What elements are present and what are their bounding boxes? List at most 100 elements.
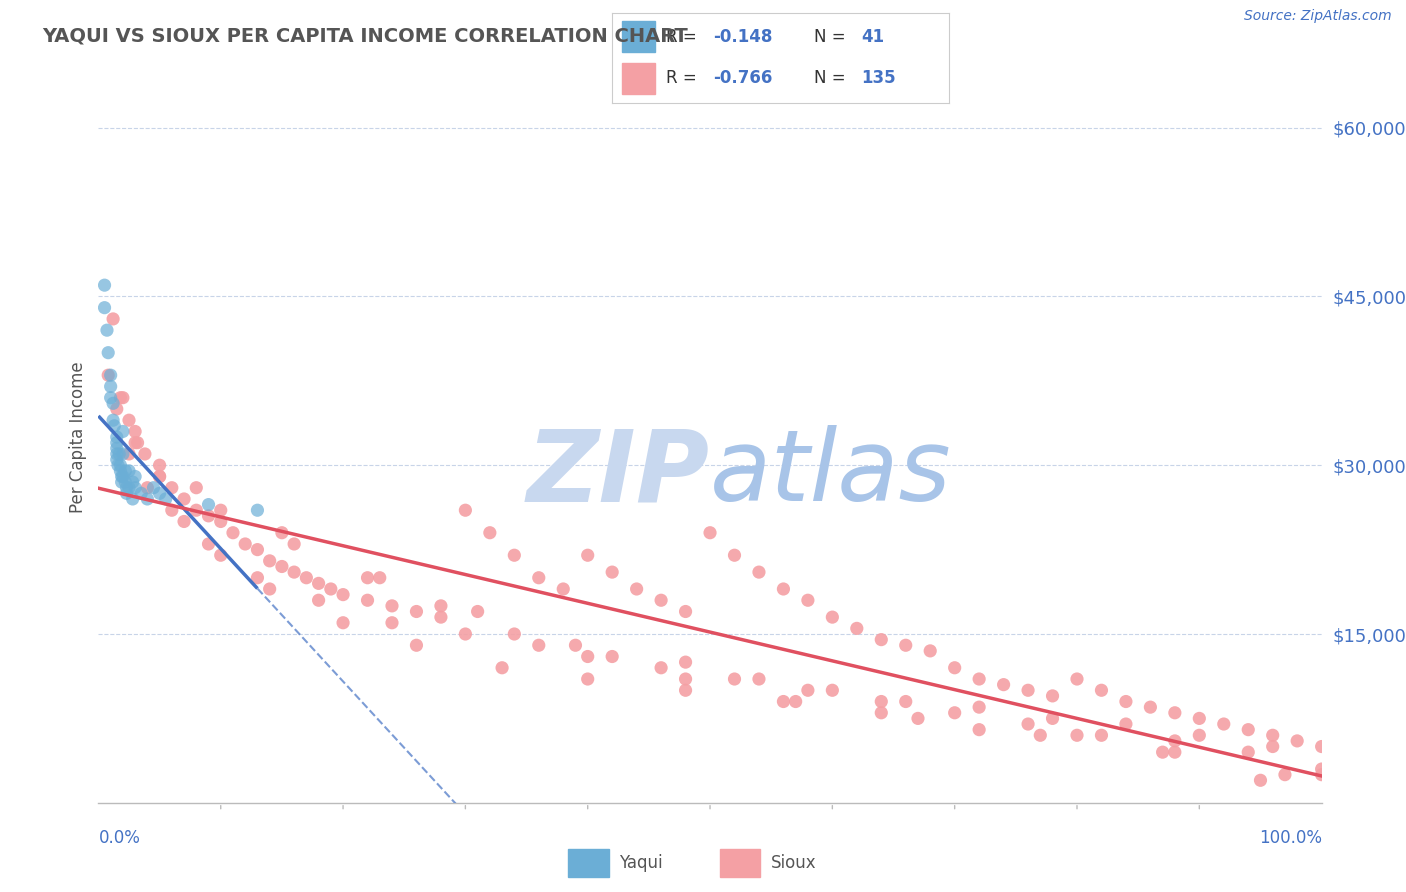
- Point: [197, 537, 219, 551]
- Point: [114, 475, 136, 489]
- Text: N =: N =: [814, 70, 851, 87]
- Point: [111, 391, 134, 405]
- Point: [650, 593, 672, 607]
- Y-axis label: Per Capita Income: Per Capita Income: [69, 361, 87, 513]
- Point: [785, 694, 807, 708]
- Point: [259, 554, 281, 568]
- Point: [503, 548, 526, 562]
- Point: [845, 621, 868, 635]
- Point: [993, 678, 1015, 692]
- Point: [246, 571, 269, 585]
- Point: [1212, 717, 1234, 731]
- Point: [699, 525, 721, 540]
- Point: [283, 537, 305, 551]
- Point: [160, 481, 183, 495]
- Point: [111, 475, 134, 489]
- Point: [111, 425, 134, 439]
- Point: [111, 447, 134, 461]
- Point: [105, 430, 128, 444]
- Point: [527, 638, 550, 652]
- Point: [197, 498, 219, 512]
- Point: [1029, 728, 1052, 742]
- Point: [454, 503, 477, 517]
- Point: [870, 694, 893, 708]
- Point: [1274, 767, 1296, 781]
- Point: [308, 576, 330, 591]
- Point: [1164, 745, 1187, 759]
- Point: [101, 312, 124, 326]
- Point: [155, 491, 177, 506]
- Point: [136, 491, 159, 506]
- Point: [1188, 711, 1211, 725]
- Point: [246, 542, 269, 557]
- Point: [1042, 689, 1064, 703]
- Point: [124, 481, 146, 495]
- Point: [894, 694, 917, 708]
- Point: [576, 672, 599, 686]
- Point: [127, 435, 149, 450]
- Point: [1310, 762, 1333, 776]
- Point: [100, 391, 122, 405]
- Text: atlas: atlas: [710, 425, 952, 522]
- Text: Source: ZipAtlas.com: Source: ZipAtlas.com: [1244, 9, 1392, 23]
- Point: [381, 599, 404, 613]
- Point: [332, 588, 354, 602]
- Point: [105, 401, 128, 416]
- Point: [197, 508, 219, 523]
- Point: [100, 379, 122, 393]
- Point: [97, 368, 120, 383]
- Point: [356, 571, 378, 585]
- Point: [93, 278, 115, 293]
- Text: 135: 135: [862, 70, 896, 87]
- Point: [772, 694, 794, 708]
- Point: [1115, 717, 1137, 731]
- Point: [103, 418, 125, 433]
- Point: [186, 503, 208, 517]
- Point: [209, 515, 232, 529]
- Point: [319, 582, 342, 596]
- Point: [1017, 717, 1039, 731]
- Point: [173, 515, 195, 529]
- Point: [503, 627, 526, 641]
- Text: R =: R =: [665, 28, 702, 45]
- Point: [576, 649, 599, 664]
- Text: -0.148: -0.148: [713, 28, 772, 45]
- Point: [1066, 728, 1088, 742]
- Point: [1237, 745, 1260, 759]
- Point: [723, 548, 745, 562]
- Point: [149, 469, 172, 483]
- Point: [107, 458, 129, 473]
- Point: [111, 469, 134, 483]
- Point: [295, 571, 318, 585]
- Text: ZIP: ZIP: [527, 425, 710, 522]
- Point: [405, 605, 427, 619]
- Point: [105, 447, 128, 461]
- Point: [110, 391, 132, 405]
- Point: [121, 491, 143, 506]
- Point: [110, 458, 132, 473]
- Point: [1090, 683, 1112, 698]
- Point: [160, 503, 183, 517]
- Point: [1310, 739, 1333, 754]
- Point: [1261, 728, 1284, 742]
- Point: [797, 593, 820, 607]
- Point: [114, 464, 136, 478]
- Point: [110, 464, 132, 478]
- Point: [270, 559, 294, 574]
- Point: [1115, 694, 1137, 708]
- Point: [1310, 767, 1333, 781]
- Point: [870, 632, 893, 647]
- Text: 100.0%: 100.0%: [1258, 829, 1322, 847]
- Point: [259, 582, 281, 596]
- Point: [356, 593, 378, 607]
- Bar: [621, 63, 655, 94]
- Point: [101, 413, 124, 427]
- Point: [467, 605, 489, 619]
- Point: [430, 610, 453, 624]
- Point: [600, 565, 623, 579]
- Point: [748, 672, 770, 686]
- Point: [675, 605, 697, 619]
- Bar: [568, 849, 609, 877]
- Point: [118, 481, 141, 495]
- Point: [943, 706, 966, 720]
